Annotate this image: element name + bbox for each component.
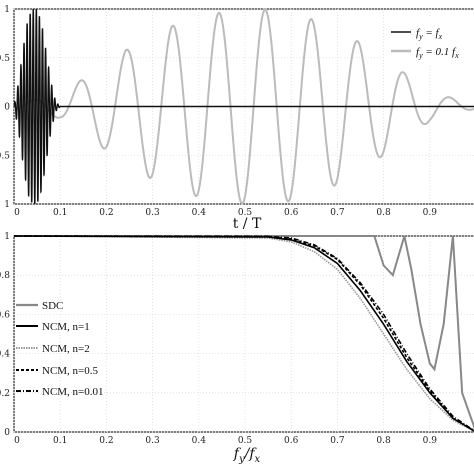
top-x-axis-label: t / T: [233, 216, 262, 232]
legend-label-fast: fy = 0.1 fx: [416, 46, 459, 60]
bottom-x-ticks: 0 0.1 0.2 0.3 0.4 0.5 0.6 0.7 0.8 0.9: [14, 436, 437, 446]
legend-label-sdc: SDC: [42, 300, 63, 312]
series-line-fast: [13, 8, 474, 205]
x-tick-label: 0.1: [53, 436, 67, 446]
top-legend-box: [386, 18, 474, 66]
legend-label-fast-text: f: [416, 46, 421, 58]
top-legend: fy = fx fy = 0.1 fx: [386, 18, 474, 66]
legend-label-equal: fy = fx: [416, 27, 443, 41]
x-tick-label: 0.9: [423, 436, 438, 446]
legend-label-equal-text: f: [416, 27, 421, 39]
series-line-ncm-n2: [13, 235, 474, 432]
legend-label-ncm-n1: NCM, n=1: [42, 321, 90, 333]
bottom-plot-frame: [13, 235, 474, 433]
series-line-ncm-n001: [13, 235, 474, 432]
bottom-x-axis-label: fy/fx: [233, 446, 261, 465]
x-tick-label: 0: [14, 436, 20, 446]
y-tick-label: 1: [4, 232, 10, 242]
x-tick-label: 0.7: [330, 436, 345, 446]
series-line-ncm-n1: [13, 235, 474, 432]
bottom-legend: SDC NCM, n=1 NCM, n=2 NCM, n=0.5 NCM, n=…: [16, 300, 104, 398]
x-tick-label: 0.8: [376, 208, 391, 218]
y-tick-label: 1: [4, 5, 10, 15]
y-tick-label: 0.8: [0, 271, 10, 281]
series-line-ncm-n05: [13, 235, 474, 432]
x-tick-label: 0.7: [330, 208, 345, 218]
bottom-chart: 00.10.20.30.40.50.60.70.80.9 10.80.60.40…: [0, 232, 474, 465]
legend-label-ncm-n05: NCM, n=0.5: [42, 365, 99, 377]
x-tick-label: 0.3: [145, 436, 160, 446]
series-line-equal: [13, 8, 474, 205]
legend-label-ncm-n2: NCM, n=2: [42, 343, 90, 355]
x-tick-label: 0.5: [238, 436, 253, 446]
y-tick-label: 0.2: [0, 389, 10, 399]
bottom-y-ticks: 1 0.8 0.6 0.4 0.2 0: [0, 232, 10, 438]
x-tick-label: 0.9: [423, 208, 438, 218]
x-tick-label: 0.8: [376, 436, 391, 446]
y-tick-label: 0: [4, 103, 10, 113]
x-tick-label: 0.2: [99, 208, 113, 218]
x-tick-label: 0.1: [53, 208, 67, 218]
bottom-grid: [13, 235, 474, 433]
top-y-ticks: 1 0.5 0 0.5 1: [0, 5, 10, 210]
y-tick-label: 0.5: [0, 54, 10, 64]
y-tick-label: 0.4: [0, 350, 10, 360]
top-x-ticks: 0 0.1 0.2 0.3 0.4 0.5 0.6 0.7 0.8 0.9: [14, 208, 437, 218]
x-tick-label: 0.6: [284, 208, 299, 218]
x-tick-label: 0.2: [99, 436, 113, 446]
x-tick-label: 0.6: [284, 436, 299, 446]
series-line-sdc: [14, 235, 474, 430]
y-tick-label: 0: [4, 428, 10, 438]
legend-label-ncm-n001: NCM, n=0.01: [42, 386, 104, 398]
y-tick-label: 1: [4, 200, 10, 210]
x-tick-label: 0.5: [238, 208, 253, 218]
x-tick-label: 0.4: [192, 436, 207, 446]
x-tick-label: 0: [14, 208, 20, 218]
top-chart: 0 0.1 0.2 0.3 0.4 0.5 0.6 0.7 0.8 0.9 1 0.5 0 0.5 1 t…: [0, 5, 474, 232]
bottom-x-axis-label-f1: f: [233, 446, 242, 462]
x-tick-label: 0.4: [192, 208, 207, 218]
y-tick-label: 0.6: [0, 310, 10, 320]
x-tick-label: 0.3: [145, 208, 160, 218]
y-tick-label: 0.5: [0, 151, 10, 161]
